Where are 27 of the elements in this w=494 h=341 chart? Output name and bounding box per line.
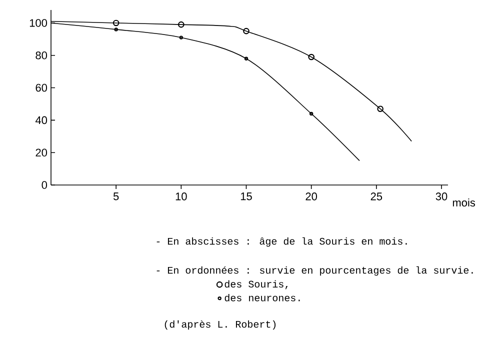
x-axis-title: mois	[452, 198, 476, 207]
x-tick-label: 10	[176, 192, 187, 200]
point	[112, 20, 120, 26]
y-tick-label: 60	[36, 84, 48, 92]
x-tick-label: 5	[113, 192, 119, 200]
text: (d'après L. Robert)	[164, 320, 276, 330]
legend-label: des neurones.	[224, 294, 300, 302]
point	[114, 28, 118, 32]
point	[243, 28, 250, 34]
x-tick-label: 25	[370, 192, 382, 200]
y-tick-label: 80	[36, 51, 48, 60]
point	[309, 112, 314, 116]
x-tick-label: 20	[306, 192, 318, 200]
point	[179, 36, 184, 40]
point	[308, 54, 314, 60]
text: - En abscisses : âge de la Souris en mois.	[156, 237, 407, 247]
y-tick-label: 20	[36, 148, 48, 156]
y-tick-label: 0	[42, 181, 48, 189]
x-tick-label: 15	[240, 192, 252, 200]
y-tick-label: 40	[35, 116, 48, 124]
x-tick-label: 30	[436, 192, 448, 200]
point	[377, 106, 384, 112]
point	[178, 21, 184, 28]
text: - En ordonnées : survie en pourcentages de la survie.	[156, 266, 473, 276]
y-tick-label: 100	[30, 19, 48, 27]
point	[244, 56, 248, 60]
legend-label: des Souris,	[224, 280, 288, 290]
